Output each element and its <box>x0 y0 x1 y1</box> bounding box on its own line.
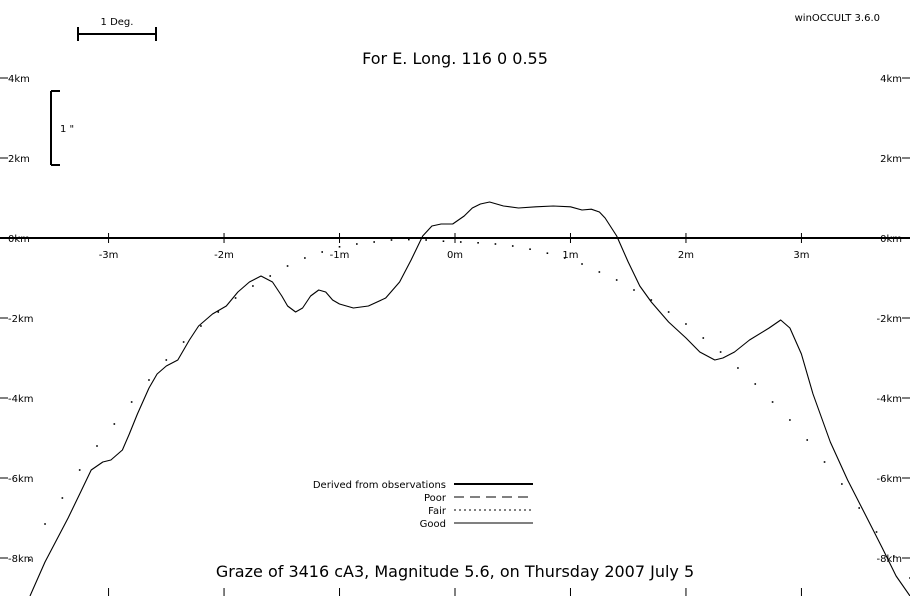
limb-dot-point <box>806 439 809 441</box>
y-tick-label-left: 0km <box>8 234 30 245</box>
x-tick-label: 3m <box>793 250 809 261</box>
degree-scale-bar <box>77 27 157 41</box>
limb-dot-point <box>373 241 375 243</box>
limb-dot-point <box>148 379 150 381</box>
limb-dot-point <box>234 297 237 299</box>
y-tick-label-left: -2km <box>8 314 34 325</box>
y-tick-label-left: -8km <box>8 554 34 565</box>
limb-dot-point <box>702 337 705 339</box>
limb-dot-point <box>286 265 289 267</box>
limb-dot-point <box>823 461 826 463</box>
legend-label: Poor <box>424 493 447 504</box>
limb-dot-point <box>477 242 479 244</box>
y-tick-label-right: -6km <box>876 474 902 485</box>
legend: Derived from observations Poor Fair Good <box>313 480 533 530</box>
limb-dot-point <box>61 497 64 499</box>
x-tick-label: -1m <box>330 250 350 261</box>
limb-dot-point <box>598 271 601 273</box>
limb-dot-point <box>841 483 843 485</box>
y-tick-label-right: -4km <box>876 394 902 405</box>
chart-footer: Graze of 3416 cA3, Magnitude 5.6, on Thu… <box>216 562 694 581</box>
limb-dot-point <box>321 251 323 253</box>
limb-dot-point <box>529 248 531 250</box>
chart-title: For E. Long. 116 0 0.55 <box>362 49 548 68</box>
y-tick-label-right: -8km <box>876 554 902 565</box>
limb-dot-point <box>338 246 341 248</box>
limb-dot-point <box>304 257 306 259</box>
limb-dot-point <box>875 531 878 533</box>
y-tick-label-left: -4km <box>8 394 34 405</box>
x-tick-label: -3m <box>99 250 119 261</box>
limb-dot-point <box>893 555 895 557</box>
y-tick-label-left: 2km <box>8 154 30 165</box>
limb-profile-line <box>29 201 910 596</box>
degree-scale-label: 1 Deg. <box>101 17 134 28</box>
limb-dot-point <box>390 239 393 241</box>
x-tick-label: 2m <box>678 250 694 261</box>
limb-dot-point <box>165 359 168 361</box>
legend-label: Good <box>420 519 446 530</box>
limb-dot-point <box>113 423 116 425</box>
limb-dot-point <box>442 240 445 242</box>
limb-dot-point <box>754 383 757 385</box>
limb-dot-point <box>789 419 791 421</box>
x-tick-label: 0m <box>447 250 463 261</box>
limb-dot-point <box>719 351 722 353</box>
limb-dot-point <box>217 311 220 313</box>
limb-dot-point <box>96 445 98 447</box>
y-tick-label-left: -6km <box>8 474 34 485</box>
limb-dot-point <box>511 245 514 247</box>
limb-dot-point <box>459 241 462 243</box>
legend-label: Fair <box>428 506 447 517</box>
arcsec-scale-bar <box>50 90 60 166</box>
limb-dot-point <box>425 239 427 241</box>
limb-dot-point <box>130 401 133 403</box>
legend-label: Derived from observations <box>313 480 446 491</box>
limb-dot-point <box>29 559 31 561</box>
limb-dot-point <box>858 507 860 509</box>
limb-dot-point <box>771 401 774 403</box>
limb-dot-point <box>563 257 566 259</box>
y-tick-label-left: 4km <box>8 74 30 85</box>
limb-dot-point <box>581 263 583 265</box>
y-tick-label-right: -2km <box>876 314 902 325</box>
limb-dot-point <box>78 469 81 471</box>
limb-dot-point <box>737 367 739 369</box>
y-tick-label-right: 4km <box>880 74 902 85</box>
limb-dot-point <box>615 279 618 281</box>
app-version-label: winOCCULT 3.6.0 <box>795 13 880 24</box>
limb-dot-point <box>650 299 653 301</box>
limb-dot-point <box>408 238 410 241</box>
x-tick-label: -2m <box>214 250 234 261</box>
limb-dot-point <box>667 311 670 313</box>
limb-dot-point <box>269 275 272 277</box>
y-tick-label-right: 2km <box>880 154 902 165</box>
limb-dot-point <box>633 289 635 291</box>
limb-dot-point <box>546 252 549 254</box>
y-tick-label-right: 0km <box>880 234 902 245</box>
limb-dot-point <box>200 325 202 327</box>
limb-dot-point <box>356 243 358 245</box>
x-tick-label: 1m <box>562 250 578 261</box>
limb-dot-point <box>182 341 185 343</box>
arcsec-scale-label: 1 " <box>60 124 74 135</box>
limb-dot-point <box>685 323 687 325</box>
axes: -3m -2m -1m 0m 1m 2m 3m 4km 4km 2km 2km 0km 0km -2km -… <box>0 74 910 596</box>
limb-dot-point <box>44 523 46 525</box>
limb-dot-point <box>252 285 254 287</box>
limb-dot-point <box>494 243 497 245</box>
